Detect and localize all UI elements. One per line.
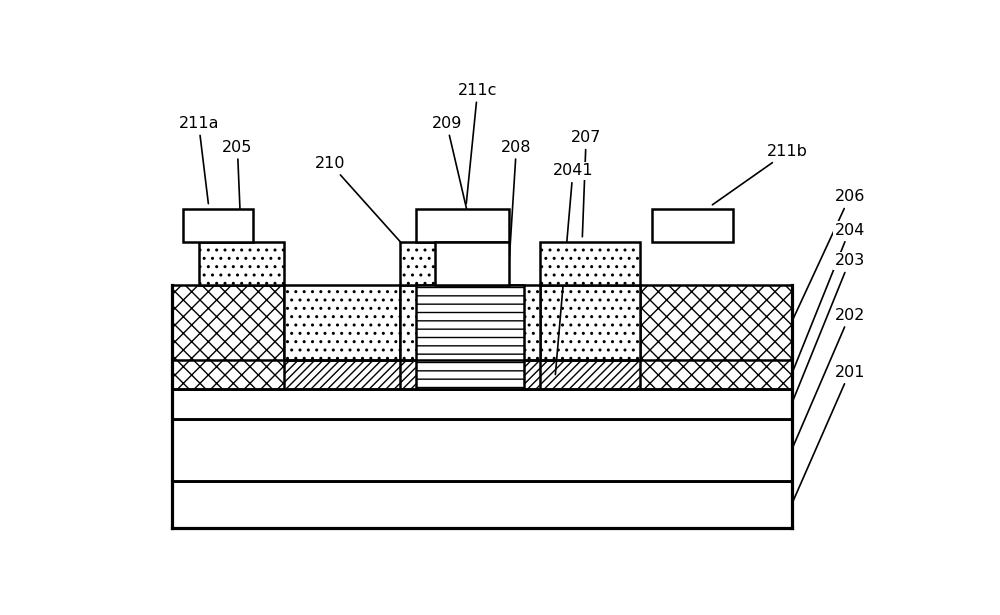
- Bar: [416, 285, 524, 389]
- Bar: [400, 242, 485, 285]
- Bar: [652, 208, 733, 242]
- Text: 204: 204: [793, 223, 865, 372]
- Text: 209: 209: [431, 116, 473, 237]
- Bar: [540, 285, 640, 360]
- Bar: [172, 285, 284, 389]
- Bar: [416, 208, 509, 242]
- Bar: [284, 285, 400, 360]
- Text: 202: 202: [793, 308, 865, 448]
- Text: 211c: 211c: [458, 83, 497, 204]
- Text: 201: 201: [793, 365, 865, 502]
- Bar: [540, 242, 640, 285]
- Bar: [435, 242, 509, 285]
- Bar: [640, 285, 792, 389]
- Bar: [172, 481, 792, 528]
- Bar: [172, 360, 792, 389]
- Text: 211b: 211b: [712, 145, 808, 205]
- Bar: [183, 208, 253, 242]
- Bar: [400, 360, 540, 389]
- Bar: [172, 419, 792, 481]
- Text: 205: 205: [222, 140, 253, 237]
- Text: 2041: 2041: [553, 164, 593, 375]
- Bar: [172, 389, 792, 419]
- Bar: [400, 285, 540, 360]
- Text: 207: 207: [571, 130, 601, 237]
- Text: 206: 206: [793, 189, 865, 320]
- Bar: [199, 242, 284, 285]
- Text: 210: 210: [315, 156, 418, 261]
- Text: 203: 203: [793, 253, 865, 402]
- Text: 211a: 211a: [178, 116, 219, 204]
- Text: 208: 208: [501, 140, 532, 328]
